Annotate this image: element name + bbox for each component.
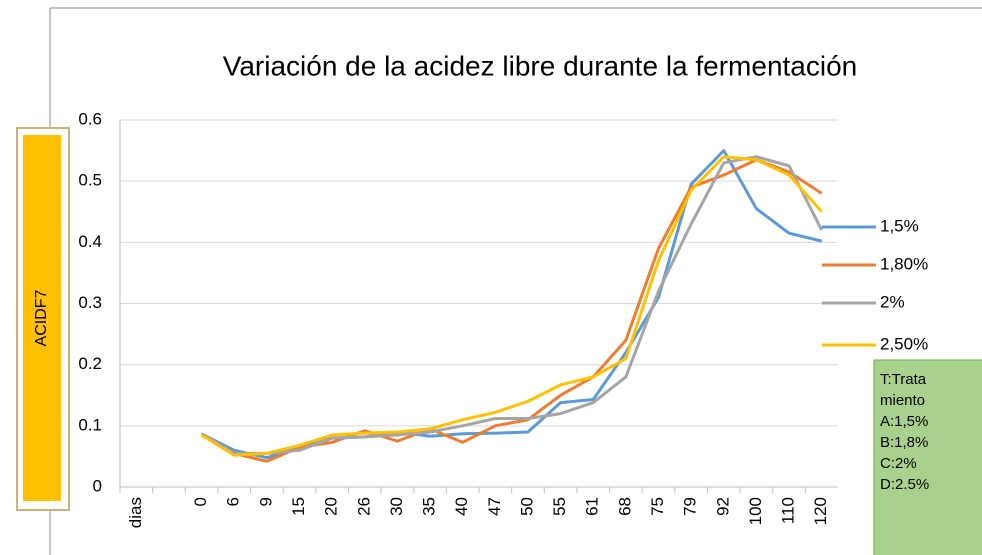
x-tick-label: 20 — [322, 497, 341, 516]
x-tick-label: 55 — [550, 497, 569, 516]
legend-label: 2,50% — [880, 334, 928, 353]
x-tick-label: 79 — [681, 497, 700, 516]
y-tick-label: 0.2 — [78, 354, 102, 373]
y-tick-label: 0.4 — [78, 232, 102, 251]
y-tick-label: 0.3 — [78, 293, 102, 312]
x-tick-label: 92 — [713, 497, 732, 516]
x-tick-label: 75 — [648, 497, 667, 516]
series-line — [200, 155, 823, 457]
y-tick-label: 0.6 — [78, 109, 102, 128]
x-tick-label: 40 — [452, 497, 471, 516]
x-tick-label: 15 — [289, 497, 308, 516]
y-tick-label: 0.1 — [78, 415, 102, 434]
y-tick-label: 0.5 — [78, 171, 102, 190]
x-tick-label: 120 — [811, 497, 830, 525]
legend-label: 1,5% — [880, 216, 919, 235]
x-tick-label: 0 — [191, 497, 210, 506]
x-tick-label: 26 — [354, 497, 373, 516]
y-tick-label: 0 — [93, 476, 102, 495]
series-line — [200, 158, 823, 463]
annotation-text: B:1,8% — [880, 434, 928, 451]
x-tick-label: 9 — [256, 497, 275, 506]
chart-title: Variación de la acidez libre durante la … — [223, 50, 858, 81]
annotation-text: A:1,5% — [880, 413, 928, 430]
y-axis-label: ACIDF7 — [33, 289, 50, 346]
x-tick-label: 35 — [420, 497, 439, 516]
y-label-fill — [23, 135, 61, 501]
legend-label: 2% — [880, 292, 905, 311]
x-tick-label: 50 — [517, 497, 536, 516]
x-tick-label: 100 — [746, 497, 765, 525]
x-tick-label: 47 — [485, 497, 504, 516]
legend-label: 1,80% — [880, 254, 928, 273]
annotation-text: C:2% — [880, 455, 917, 472]
x-tick-label: 61 — [583, 497, 602, 516]
x-tick-label: 30 — [387, 497, 406, 516]
x-tick-label: dias — [126, 497, 145, 528]
annotation-text: miento — [880, 392, 925, 409]
annotation-text: T:Trata — [880, 371, 927, 388]
series-line — [200, 155, 824, 455]
x-tick-label: 6 — [224, 497, 243, 506]
annotation-box — [873, 359, 982, 555]
x-tick-label: 68 — [615, 497, 634, 516]
annotation-text: D:2.5% — [880, 476, 929, 493]
x-tick-label: 110 — [779, 497, 798, 524]
